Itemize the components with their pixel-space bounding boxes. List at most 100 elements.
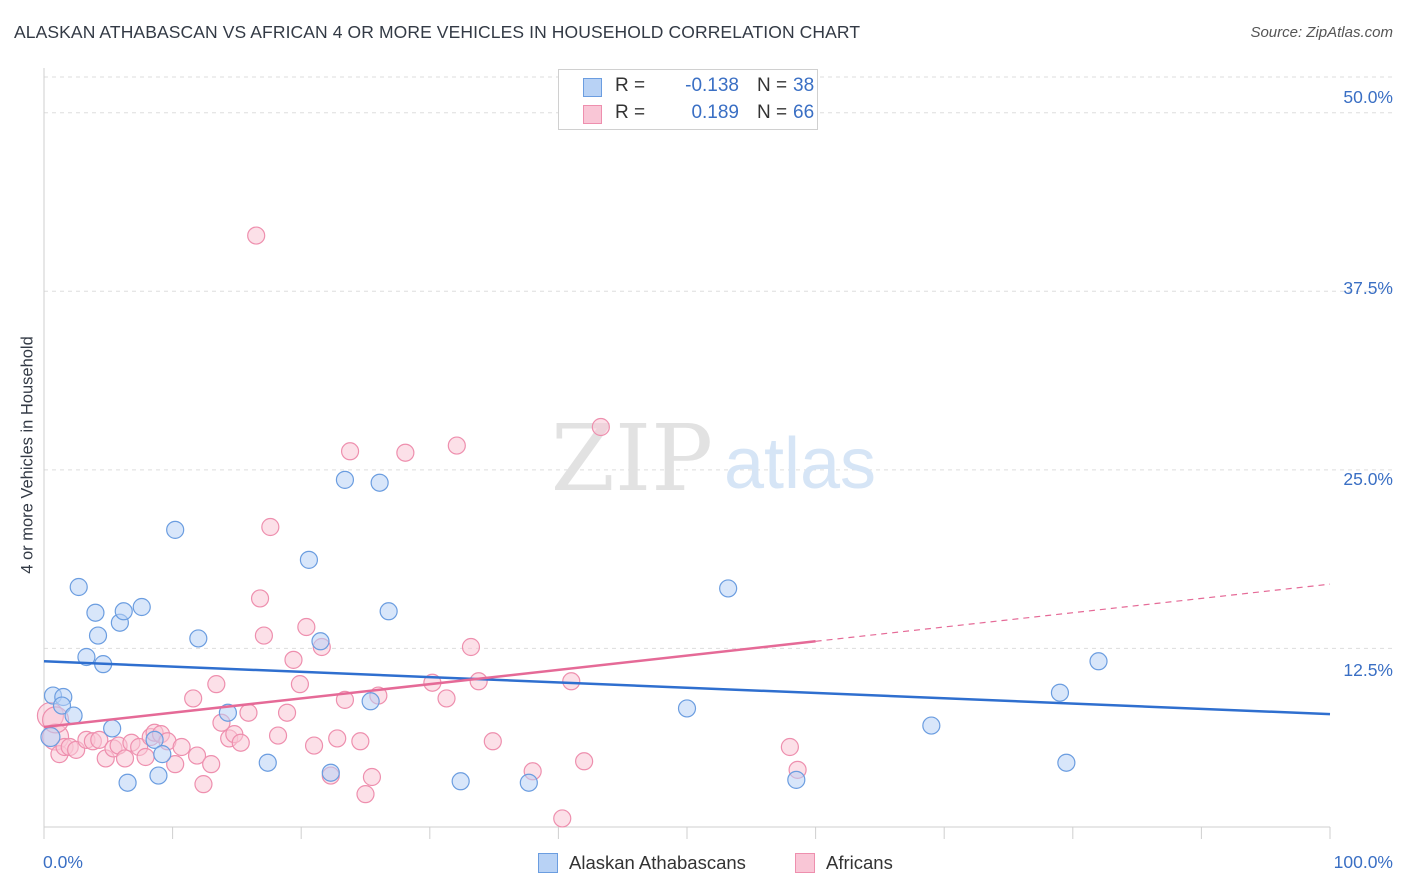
- legend-swatch-blue: [538, 853, 558, 873]
- data-point-alaskan-athabascans: [519, 773, 538, 792]
- data-point-alaskan-athabascans: [132, 597, 151, 617]
- data-point-alaskan-athabascans: [299, 550, 319, 569]
- data-point-africans: [396, 443, 415, 462]
- r-label: R =: [615, 102, 646, 123]
- source-label: Source: ZipAtlas.com: [1250, 24, 1393, 41]
- data-point-africans: [261, 517, 280, 537]
- data-point-alaskan-athabascans: [451, 772, 470, 791]
- data-point-alaskan-athabascans: [77, 647, 96, 667]
- data-point-africans: [562, 672, 581, 691]
- data-point-africans: [136, 747, 155, 767]
- data-point-alaskan-athabascans: [149, 766, 168, 785]
- watermark-zip: ZIP: [551, 405, 713, 512]
- data-point-africans: [284, 650, 303, 669]
- data-point-africans: [335, 690, 355, 709]
- legend-swatch-pink: [583, 105, 602, 124]
- y-tick-label-50: 50.0%: [1343, 87, 1393, 107]
- data-point-africans: [290, 675, 310, 694]
- data-point-africans: [231, 733, 250, 752]
- data-point-africans: [340, 442, 360, 461]
- r-value: -0.138: [685, 75, 739, 96]
- data-point-alaskan-athabascans: [258, 753, 277, 772]
- legend-label: Alaskan Athabascans: [569, 852, 746, 873]
- data-point-africans: [187, 746, 207, 765]
- data-point-alaskan-athabascans: [218, 703, 237, 722]
- data-point-africans: [483, 732, 502, 751]
- data-point-alaskan-athabascans: [719, 579, 738, 598]
- legend-label: Africans: [826, 852, 893, 873]
- data-point-alaskan-athabascans: [335, 470, 355, 489]
- data-point-africans: [90, 730, 109, 749]
- data-point-alaskan-athabascans: [114, 602, 133, 621]
- data-point-alaskan-athabascans: [370, 473, 389, 492]
- data-point-alaskan-athabascans: [153, 745, 172, 764]
- y-tick-label-25: 25.0%: [1343, 469, 1393, 489]
- data-point-alaskan-athabascans: [88, 626, 108, 645]
- data-point-africans: [304, 736, 324, 755]
- data-point-alaskan-athabascans: [379, 602, 398, 621]
- data-point-africans: [461, 637, 481, 657]
- data-point-alaskan-athabascans: [787, 770, 806, 789]
- data-point-africans: [194, 775, 213, 794]
- data-point-africans: [239, 703, 258, 722]
- data-point-africans: [780, 737, 799, 757]
- data-point-africans: [115, 749, 135, 768]
- data-point-alaskan-athabascans: [1057, 753, 1076, 772]
- data-point-africans: [207, 675, 226, 694]
- data-point-africans: [351, 732, 370, 751]
- data-point-alaskan-athabascans: [103, 719, 122, 738]
- r-label: R =: [615, 75, 646, 96]
- data-point-alaskan-athabascans: [69, 577, 88, 597]
- grid-lines: [44, 76, 1393, 649]
- data-point-alaskan-athabascans: [189, 629, 208, 648]
- y-tick-label-12-5: 12.5%: [1343, 660, 1393, 680]
- legend-swatch-pink: [795, 853, 815, 873]
- data-point-africans: [591, 417, 610, 437]
- series-alaskan-athabascans: [40, 470, 1108, 792]
- data-point-africans: [250, 589, 270, 608]
- data-point-alaskan-athabascans: [1050, 683, 1070, 702]
- data-point-africans: [297, 617, 316, 637]
- data-point-alaskan-athabascans: [361, 692, 380, 711]
- data-point-africans: [469, 672, 488, 691]
- trend-lines: [43, 583, 1331, 729]
- data-point-africans: [166, 755, 185, 774]
- n-value: 38: [793, 75, 815, 96]
- data-point-alaskan-athabascans: [118, 773, 137, 792]
- data-point-africans: [268, 726, 288, 745]
- data-point-africans: [447, 436, 466, 455]
- axes: [43, 68, 1331, 839]
- data-point-alaskan-athabascans: [40, 726, 61, 748]
- data-point-alaskan-athabascans: [145, 730, 164, 749]
- data-point-alaskan-athabascans: [86, 603, 105, 622]
- data-point-africans: [437, 689, 456, 708]
- n-label: N =: [757, 102, 788, 123]
- data-point-africans: [553, 809, 572, 828]
- trend-line-africans-projection: [815, 583, 1331, 642]
- stats-legend: R = -0.138 N = 38 R = 0.189 N = 66: [558, 69, 818, 130]
- r-value: 0.189: [691, 102, 739, 123]
- watermark: ZIP atlas: [551, 405, 876, 512]
- trend-line-alaskan-athabascans: [43, 660, 1331, 716]
- data-point-africans: [328, 729, 347, 748]
- chart-title: ALASKAN ATHABASCAN VS AFRICAN 4 OR MORE …: [14, 22, 861, 42]
- data-point-alaskan-athabascans: [321, 763, 340, 782]
- data-point-africans: [172, 737, 191, 757]
- trend-line-africans: [43, 640, 816, 729]
- data-point-africans: [356, 785, 375, 804]
- data-point-africans: [202, 755, 221, 774]
- data-point-africans: [247, 226, 266, 245]
- x-tick-label-0: 0.0%: [43, 852, 83, 872]
- watermark-atlas: atlas: [724, 424, 876, 504]
- x-tick-label-100: 100.0%: [1333, 852, 1393, 872]
- data-point-africans: [362, 767, 382, 787]
- data-point-africans: [575, 752, 594, 771]
- data-point-africans: [277, 703, 297, 722]
- y-axis-label: 4 or more Vehicles in Household: [18, 336, 37, 574]
- n-label: N =: [757, 75, 788, 96]
- data-point-alaskan-athabascans: [166, 520, 185, 539]
- n-value: 66: [793, 102, 815, 123]
- data-point-alaskan-athabascans: [1089, 652, 1108, 671]
- data-point-alaskan-athabascans: [52, 696, 72, 715]
